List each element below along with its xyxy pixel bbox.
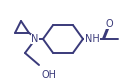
- Text: NH: NH: [85, 34, 99, 44]
- Text: N: N: [31, 34, 39, 44]
- Text: O: O: [105, 19, 113, 29]
- Text: OH: OH: [41, 70, 56, 80]
